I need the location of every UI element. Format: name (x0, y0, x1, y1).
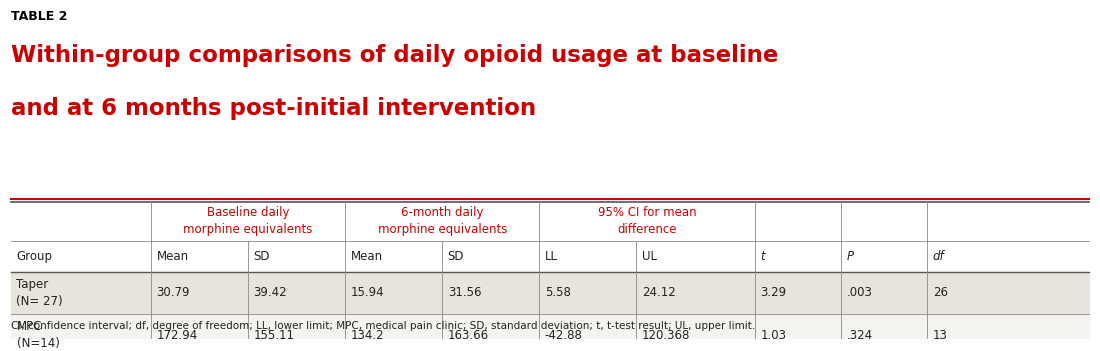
Text: 6-month daily
morphine equivalents: 6-month daily morphine equivalents (377, 206, 507, 237)
Text: 95% CI for mean
difference: 95% CI for mean difference (597, 206, 696, 237)
Text: 172.94: 172.94 (156, 329, 198, 342)
Text: 24.12: 24.12 (641, 286, 675, 299)
Text: P: P (847, 250, 854, 263)
Text: Baseline daily
morphine equivalents: Baseline daily morphine equivalents (184, 206, 312, 237)
Text: 39.42: 39.42 (254, 286, 287, 299)
Text: -42.88: -42.88 (544, 329, 583, 342)
Text: 1.03: 1.03 (760, 329, 786, 342)
Text: 15.94: 15.94 (351, 286, 384, 299)
Text: Mean: Mean (156, 250, 189, 263)
Text: MPC
(N=14): MPC (N=14) (16, 320, 59, 350)
Text: Within-group comparisons of daily opioid usage at baseline: Within-group comparisons of daily opioid… (11, 44, 779, 67)
Text: 163.66: 163.66 (448, 329, 488, 342)
Text: .003: .003 (847, 286, 872, 299)
Bar (11, 202, 1089, 241)
Text: 134.2: 134.2 (351, 329, 384, 342)
Text: Taper
(N= 27): Taper (N= 27) (16, 278, 63, 308)
Text: 155.11: 155.11 (254, 329, 295, 342)
Bar (11, 314, 1089, 351)
Text: SD: SD (254, 250, 271, 263)
Text: TABLE 2: TABLE 2 (11, 10, 67, 23)
Text: .324: .324 (847, 329, 872, 342)
Text: 30.79: 30.79 (156, 286, 190, 299)
Text: SD: SD (448, 250, 464, 263)
Text: UL: UL (641, 250, 657, 263)
Text: Mean: Mean (351, 250, 383, 263)
Text: 3.29: 3.29 (760, 286, 786, 299)
Bar (11, 272, 1089, 314)
Text: 5.58: 5.58 (544, 286, 571, 299)
Bar (11, 241, 1089, 272)
Text: df: df (933, 250, 945, 263)
Text: t: t (760, 250, 764, 263)
Text: 13: 13 (933, 329, 948, 342)
Text: 120.368: 120.368 (641, 329, 690, 342)
Text: 26: 26 (933, 286, 948, 299)
Text: 31.56: 31.56 (448, 286, 481, 299)
Text: CI, confidence interval; df, degree of freedom; LL, lower limit; MPC, medical pa: CI, confidence interval; df, degree of f… (11, 321, 756, 331)
Text: and at 6 months post-initial intervention: and at 6 months post-initial interventio… (11, 97, 536, 120)
Text: LL: LL (544, 250, 558, 263)
Text: Group: Group (16, 250, 53, 263)
